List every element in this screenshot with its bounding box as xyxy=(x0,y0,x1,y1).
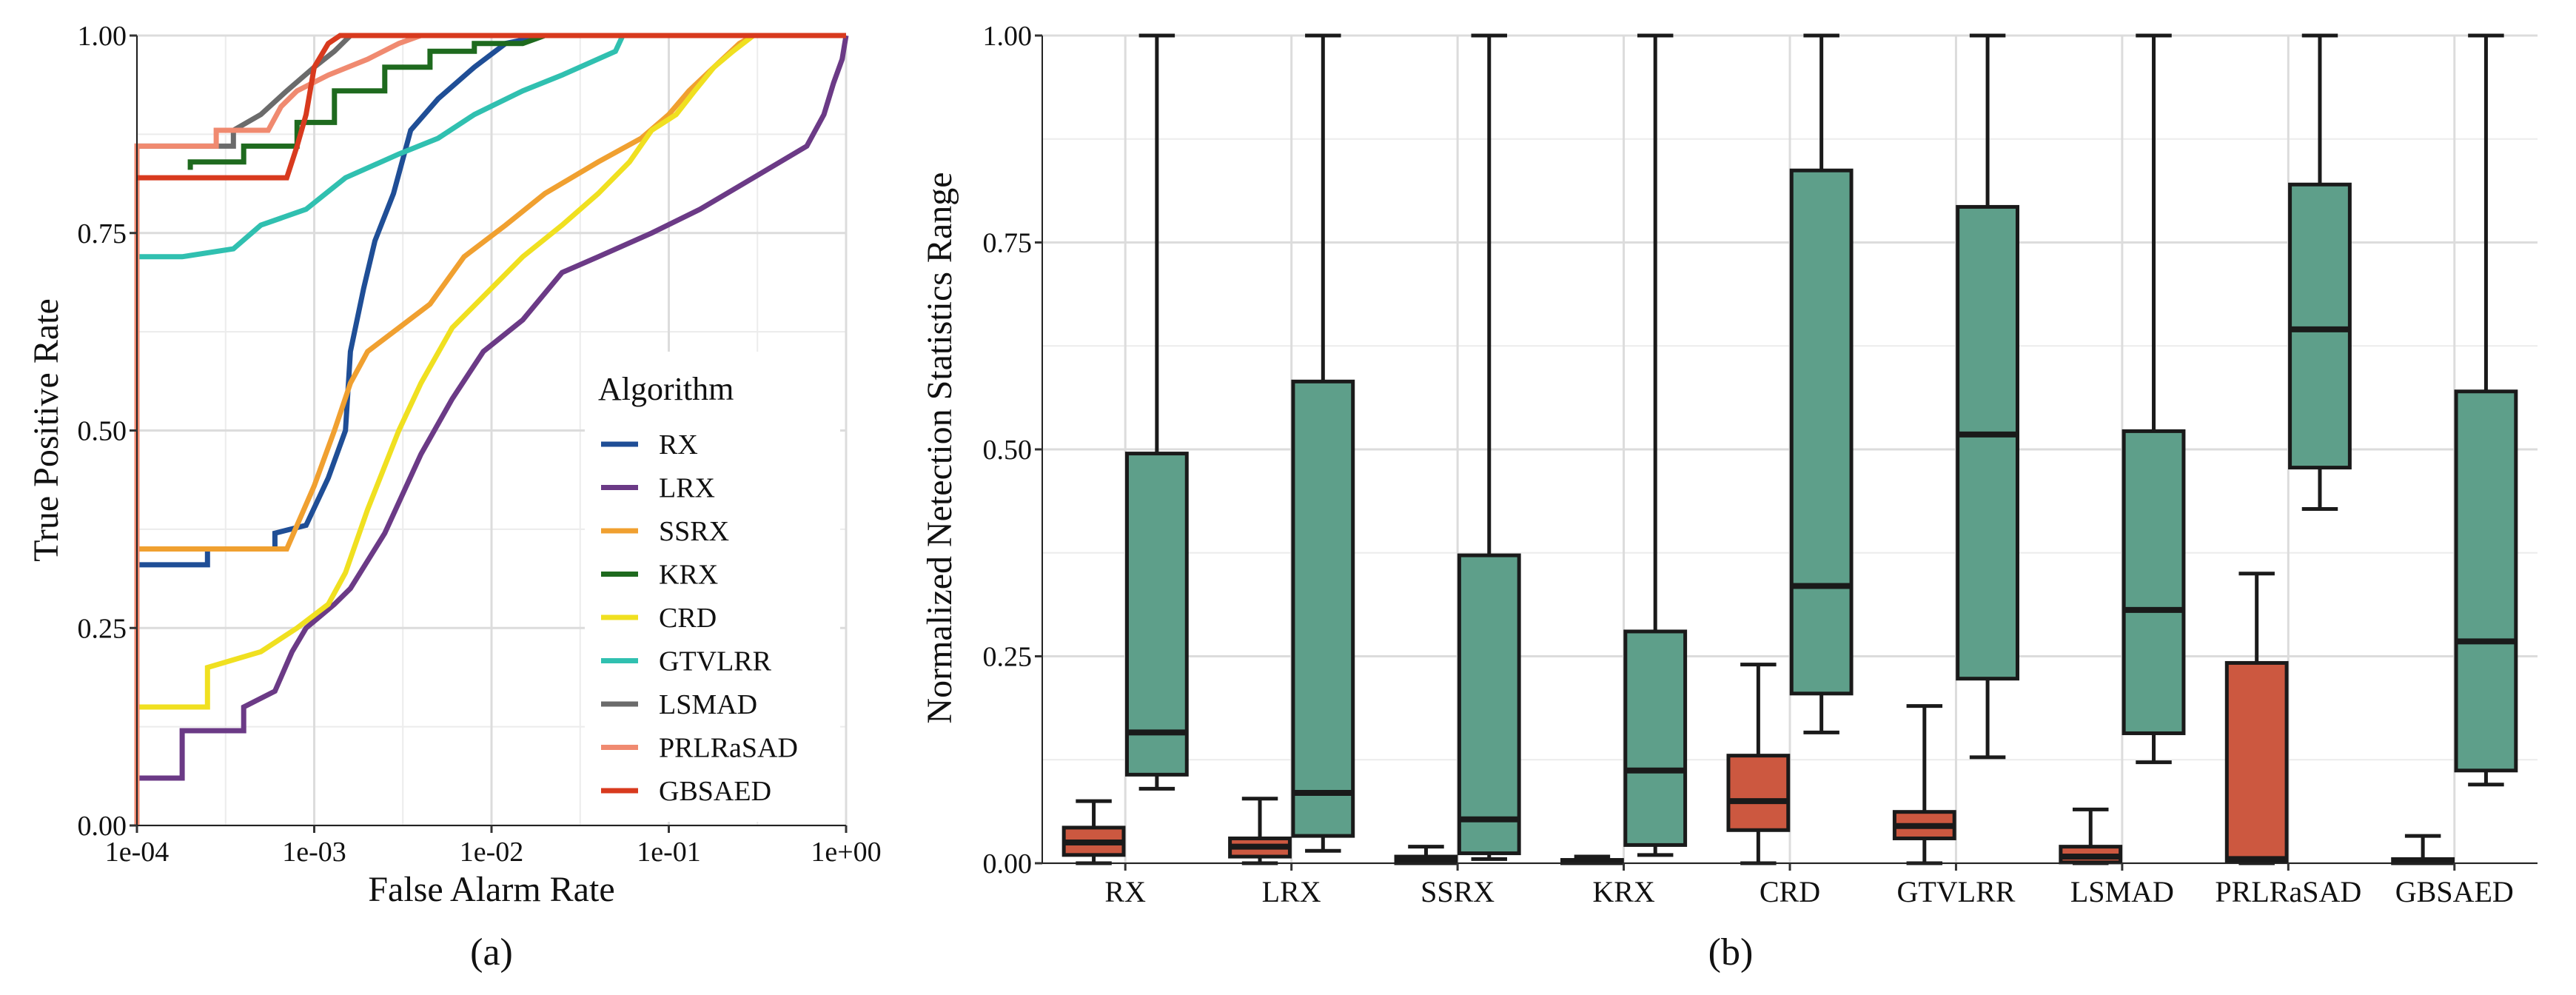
box-background-lrx xyxy=(1291,33,1355,853)
boxplot-axes: 0.00 0.25 0.50 0.75 1.00 RX LRX SSRX KRX CRD GTVLR… xyxy=(983,21,2538,908)
box-background-ssrx xyxy=(1457,33,1521,861)
roc-y-axis-label: True Positive Rate xyxy=(27,298,66,562)
box-background-gtvlrr xyxy=(1956,33,2019,760)
boxplot-x-tick-label: KRX xyxy=(1592,875,1655,908)
box-background-gbsaed xyxy=(2454,33,2518,787)
roc-line-prlrasad xyxy=(134,33,846,825)
box-body xyxy=(1291,379,1355,838)
roc-line-gbsaed xyxy=(137,33,846,181)
boxplot-x-tick-label: GBSAED xyxy=(2395,875,2514,908)
roc-y-tick-label: 0.50 xyxy=(78,416,127,447)
roc-legend: Algorithm RX LRX SSRX KRX CRD GTVLRR LSMAD PRLR… xyxy=(585,352,840,822)
box-body xyxy=(1789,168,1854,696)
legend-label-ssrx: SSRX xyxy=(659,516,729,547)
legend-items: RX LRX SSRX KRX CRD GTVLRR LSMAD PRLRaSAD GBSAED xyxy=(601,429,798,807)
boxplot-y-tick-label: 0.25 xyxy=(983,642,1033,673)
box-body xyxy=(2288,182,2352,470)
boxplot-y-tick-label: 1.00 xyxy=(983,21,1033,52)
boxplot-x-tick-label: RX xyxy=(1104,875,1146,908)
roc-line-lrx xyxy=(134,35,849,825)
roc-x-tick-label: 1e-01 xyxy=(637,837,701,868)
box-body xyxy=(2121,429,2186,735)
boxplot-x-tick-label: LSMAD xyxy=(2070,875,2174,908)
boxplot-panel-label: (b) xyxy=(1708,931,1754,974)
boxplot-y-tick-label: 0.50 xyxy=(983,435,1033,466)
legend-background xyxy=(585,352,840,822)
roc-panel-label: (a) xyxy=(470,931,513,974)
box-body xyxy=(1623,629,1688,847)
legend-label-crd: CRD xyxy=(659,603,717,634)
box-anomaly-crd xyxy=(1726,663,1791,865)
boxplot-x-tick-label: GTVLRR xyxy=(1896,875,2015,908)
roc-line-gtvlrr xyxy=(134,33,846,407)
legend-label-lsmad: LSMAD xyxy=(659,689,757,720)
box-body xyxy=(1726,754,1791,832)
box-body xyxy=(2454,389,2518,773)
roc-x-axis-label: False Alarm Rate xyxy=(368,870,614,909)
box-background-prlrasad xyxy=(2288,33,2352,511)
roc-panel: 0.00 0.25 0.50 0.75 1.00 1e-04 1e-03 1e-02 1e-01… xyxy=(27,21,882,974)
roc-line-crd xyxy=(134,33,846,825)
box-body xyxy=(1956,204,2019,681)
box-background-lsmad xyxy=(2121,33,2186,765)
box-anomaly-prlrasad xyxy=(2224,572,2289,865)
roc-x-tick-label: 1e-02 xyxy=(460,837,524,868)
roc-x-tick-label: 1e+00 xyxy=(811,837,881,868)
boxplot-panel: 0.00 0.25 0.50 0.75 1.00 RX LRX SSRX KRX CRD GTVLR… xyxy=(920,21,2538,974)
roc-lines xyxy=(134,33,849,825)
box-anomaly-rx xyxy=(1061,799,1126,865)
roc-y-tick-label: 0.75 xyxy=(78,218,127,249)
boxplot-y-tick-label: 0.00 xyxy=(983,848,1033,880)
legend-label-gbsaed: GBSAED xyxy=(659,776,771,807)
box-background-crd xyxy=(1789,33,1854,734)
boxplot-boxes xyxy=(1061,33,2518,865)
roc-line-krx xyxy=(187,33,846,170)
box-body xyxy=(1124,452,1189,777)
box-background-rx xyxy=(1124,33,1189,791)
legend-label-gtvlrr: GTVLRR xyxy=(659,646,772,677)
boxplot-x-tick-label: LRX xyxy=(1262,875,1321,908)
roc-y-tick-label: 1.00 xyxy=(78,21,127,52)
box-anomaly-gtvlrr xyxy=(1892,704,1956,865)
roc-axes: 0.00 0.25 0.50 0.75 1.00 1e-04 1e-03 1e-02 1e-01… xyxy=(78,21,882,868)
box-body xyxy=(2224,660,2289,864)
legend-label-prlrasad: PRLRaSAD xyxy=(659,733,798,764)
roc-x-tick-label: 1e-03 xyxy=(282,837,346,868)
boxplot-y-tick-label: 0.75 xyxy=(983,228,1033,259)
legend-label-lrx: LRX xyxy=(659,473,715,504)
box-body xyxy=(1457,553,1521,856)
roc-y-tick-label: 0.00 xyxy=(78,811,127,842)
legend-label-rx: RX xyxy=(659,429,698,460)
box-background-krx xyxy=(1623,33,1688,857)
legend-label-krx: KRX xyxy=(659,560,718,591)
legend-title: Algorithm xyxy=(598,371,734,407)
boxplot-x-tick-label: PRLRaSAD xyxy=(2215,875,2361,908)
roc-y-tick-label: 0.25 xyxy=(78,613,127,644)
boxplot-x-tick-label: SSRX xyxy=(1421,875,1495,908)
roc-x-tick-label: 1e-04 xyxy=(105,837,170,868)
boxplot-x-tick-label: CRD xyxy=(1760,875,1820,908)
boxplot-y-axis-label: Normalized Netection Statistics Range xyxy=(920,172,959,723)
